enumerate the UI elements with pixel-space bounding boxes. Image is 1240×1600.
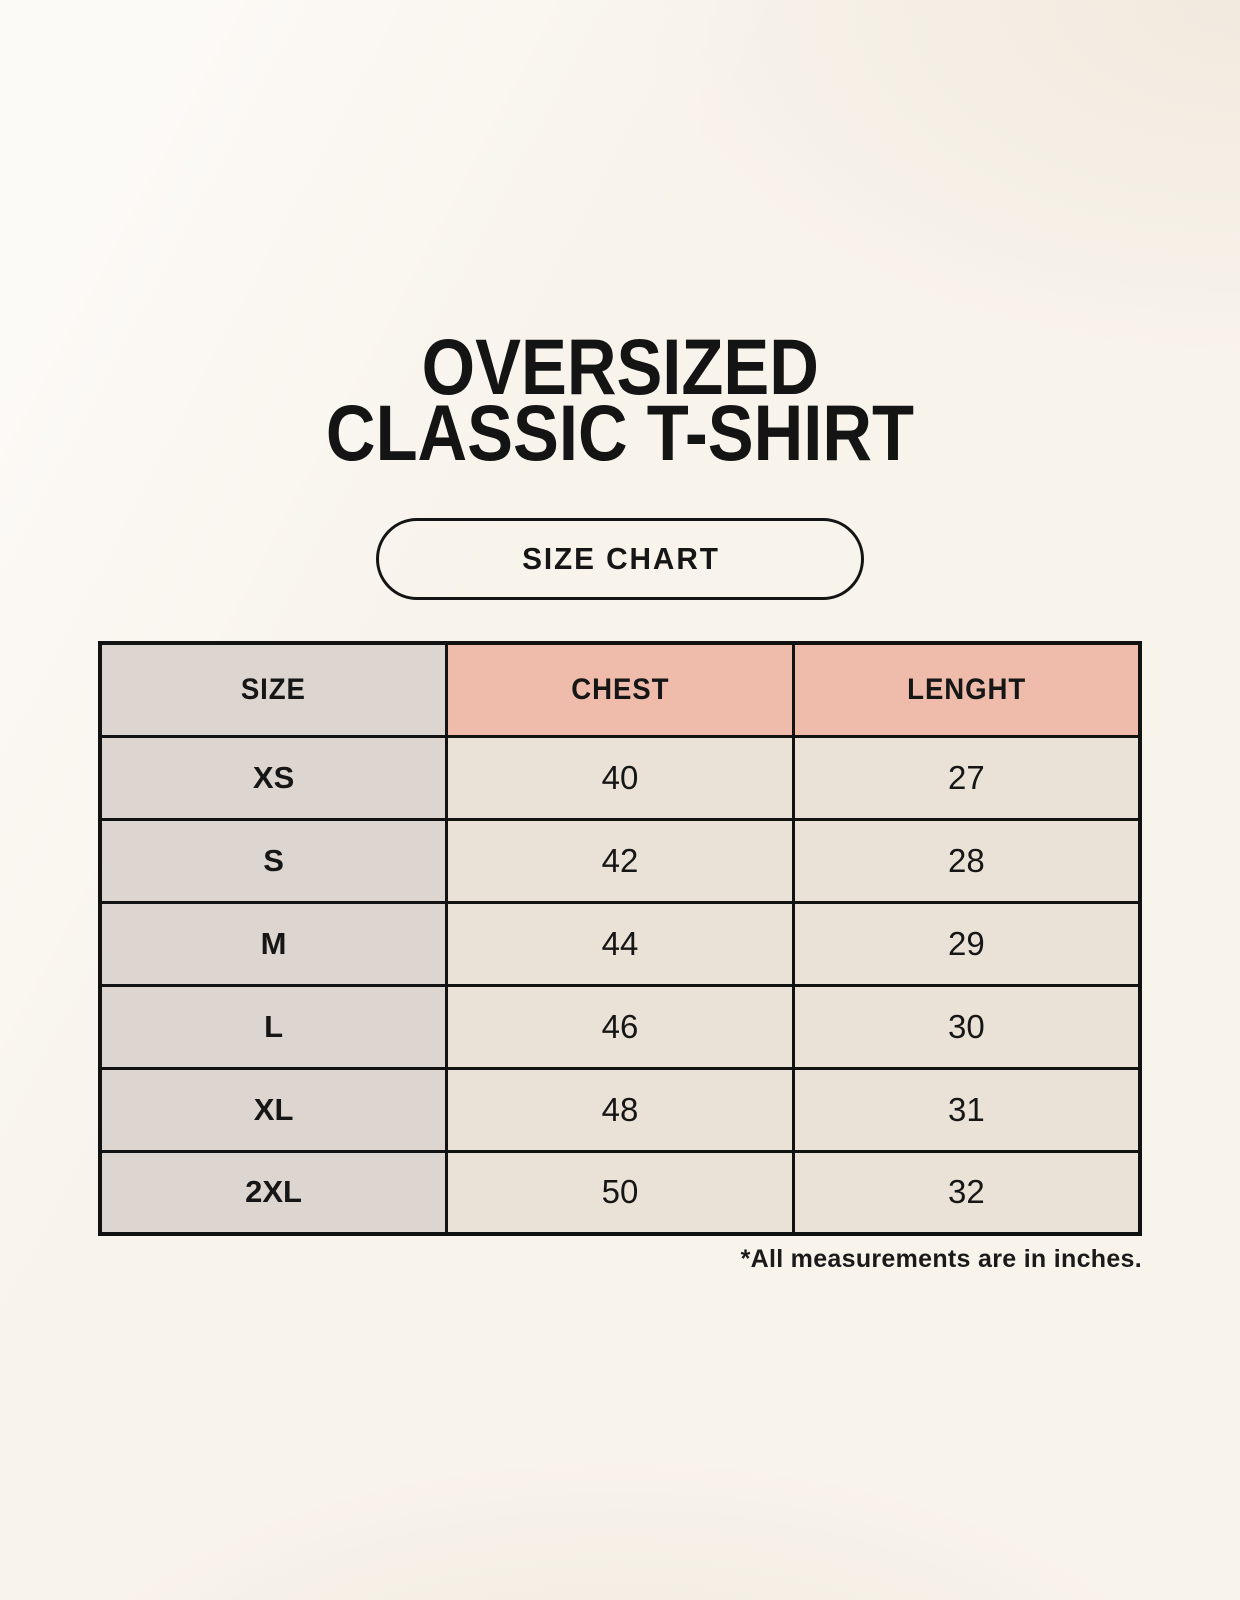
size-label-cell: M [98,900,449,987]
size-label-cell: 2XL [98,1149,449,1236]
measurement-value-cell: 31 [791,1066,1142,1153]
size-table: SIZE CHEST LENGHT XS 40 27 S 42 28 M 44 29 L 46 30 XL 4… [98,641,1142,1236]
table-row: XS 40 27 [98,734,1142,821]
measurement-value-cell: 29 [791,900,1142,987]
measurement-value-cell: 30 [791,983,1142,1070]
size-label-cell: L [98,983,449,1070]
measurement-value-cell: 40 [445,734,795,821]
measurement-value-cell: 48 [445,1066,795,1153]
measurement-value-cell: 50 [445,1149,795,1236]
measurements-footnote: *All measurements are in inches. [740,1245,1142,1273]
table-row: 2XL 50 32 [98,1149,1142,1236]
size-chart-pill-label: SIZE CHART [522,541,720,576]
size-label-cell: XL [98,1066,449,1153]
measurement-value-cell: 32 [791,1149,1142,1236]
size-table-body: XS 40 27 S 42 28 M 44 29 L 46 30 XL 48 31 2XL 50 32 [98,734,1142,1236]
table-header-row: SIZE CHEST LENGHT [98,641,1142,738]
title-line-2: CLASSIC T-SHIRT [325,388,915,477]
title-line-1: OVERSIZED [421,322,819,411]
table-row: XL 48 31 [98,1066,1142,1153]
size-chart-pill: SIZE CHART [376,518,864,600]
size-label-cell: XS [98,734,449,821]
measurement-value-cell: 42 [445,817,795,904]
column-header-size: SIZE [98,641,449,738]
measurement-value-cell: 44 [445,900,795,987]
column-header-label: LENGHT [906,672,1026,706]
column-header-label: SIZE [241,672,307,706]
column-header-label: CHEST [570,672,670,706]
table-row: L 46 30 [98,983,1142,1070]
table-row: M 44 29 [98,900,1142,987]
column-header-lenght: LENGHT [791,641,1142,738]
measurement-value-cell: 28 [791,817,1142,904]
page-title: OVERSIZED CLASSIC T-SHIRT [0,322,1240,477]
size-table-header: SIZE CHEST LENGHT [98,641,1142,738]
measurement-value-cell: 46 [445,983,795,1070]
column-header-chest: CHEST [445,641,795,738]
table-row: S 42 28 [98,817,1142,904]
measurement-value-cell: 27 [791,734,1142,821]
size-label-cell: S [98,817,449,904]
